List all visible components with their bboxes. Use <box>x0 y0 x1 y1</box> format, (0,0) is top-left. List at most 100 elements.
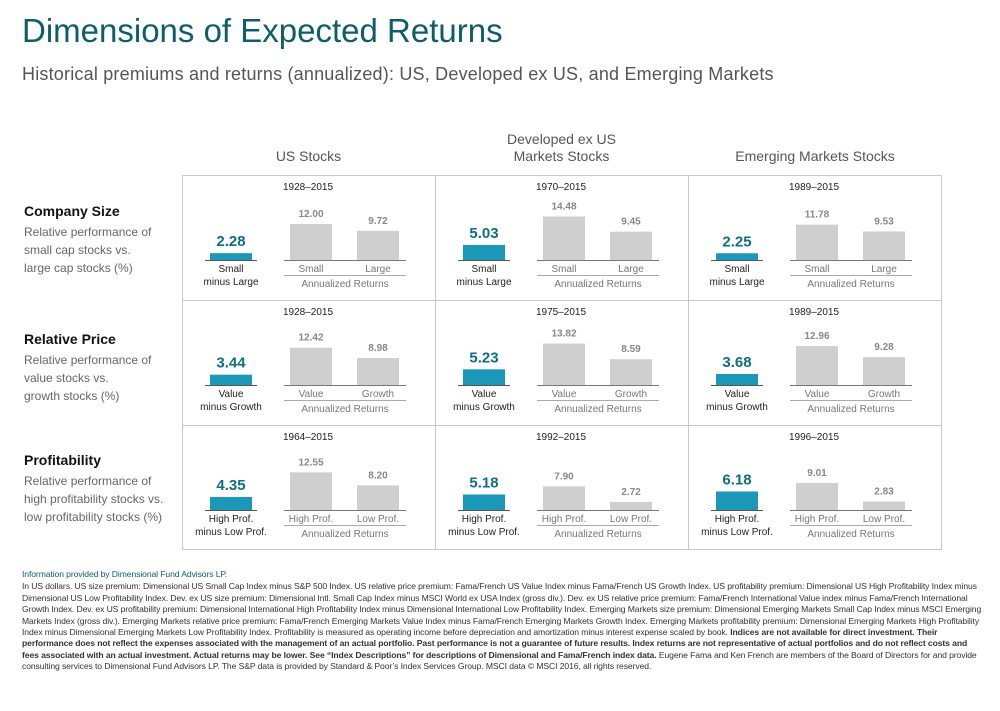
return-bar-r0c2-0 <box>796 224 838 260</box>
row-title-profitability: Profitability <box>24 452 102 468</box>
premium-label1-r2c2: High Prof. <box>715 514 759 525</box>
return-bar-r0c2-1 <box>863 231 905 260</box>
return-label-r2c1-1: Low Prof. <box>610 514 652 525</box>
row-header-size: Company Size Relative performance of sma… <box>24 203 184 277</box>
page-subtitle: Historical premiums and returns (annuali… <box>22 64 774 84</box>
row-title-size: Company Size <box>24 203 120 219</box>
annualized-label-r0c1: Annualized Returns <box>554 279 641 290</box>
return-value-r0c0-0: 12.00 <box>298 209 323 220</box>
column-header-emerging-label: Emerging Markets Stocks <box>735 148 895 164</box>
return-label-r1c0-0: Value <box>299 389 324 400</box>
row-desc-price-1: Relative performance of <box>24 353 152 367</box>
column-header-developed-line1: Developed ex US <box>507 131 616 147</box>
premium-value-r1c1: 5.23 <box>469 349 498 366</box>
premium-label2-r2c1: minus Low Prof. <box>448 527 520 538</box>
footnote-credits: Eugene Fama and Ken French are members o… <box>22 649 977 672</box>
return-value-r1c0-0: 12.42 <box>298 333 323 344</box>
premium-label2-r1c2: minus Growth <box>706 402 768 413</box>
footnote-source: Information provided by Dimensional Fund… <box>22 569 228 579</box>
return-label-r1c2-1: Growth <box>868 389 900 400</box>
premium-value-r2c0: 4.35 <box>216 477 245 494</box>
return-bar-r2c1-1 <box>610 501 652 510</box>
return-label-r2c2-0: High Prof. <box>795 514 839 525</box>
return-bar-r2c0-0 <box>290 472 332 510</box>
footnote-disclaimer: Indices are not available for direct inv… <box>22 627 968 660</box>
return-value-r0c0-1: 9.72 <box>368 216 388 227</box>
return-label-r0c0-0: Small <box>298 264 323 275</box>
return-value-r2c2-0: 9.01 <box>807 468 827 479</box>
period-label-r1c2: 1989–2015 <box>789 307 839 318</box>
annualized-label-r2c0: Annualized Returns <box>301 529 388 540</box>
premium-label1-r0c0: Small <box>218 264 243 275</box>
premium-label1-r0c2: Small <box>724 264 749 275</box>
period-label-r2c1: 1992–2015 <box>536 432 586 443</box>
premium-label2-r2c0: minus Low Prof. <box>195 527 267 538</box>
period-label-r0c2: 1989–2015 <box>789 182 839 193</box>
return-value-r1c2-1: 9.28 <box>874 342 894 353</box>
return-label-r0c1-0: Small <box>551 264 576 275</box>
premium-label1-r2c0: High Prof. <box>209 514 253 525</box>
column-header-us: US Stocks <box>182 148 435 165</box>
return-label-r0c2-1: Large <box>871 264 897 275</box>
row-desc-size-3: large cap stocks (%) <box>24 261 133 275</box>
row-title-price: Relative Price <box>24 331 116 347</box>
return-value-r1c1-0: 13.82 <box>551 329 576 340</box>
return-bar-r0c0-1 <box>357 230 399 260</box>
return-label-r2c0-0: High Prof. <box>289 514 333 525</box>
return-label-r0c0-1: Large <box>365 264 391 275</box>
row-desc-profitability-3: low profitability stocks (%) <box>24 510 163 524</box>
return-value-r2c1-0: 7.90 <box>554 471 574 482</box>
premium-label1-r2c1: High Prof. <box>462 514 506 525</box>
premium-bar-r2c2 <box>716 491 758 510</box>
annualized-label-r1c2: Annualized Returns <box>807 404 894 415</box>
return-bar-r1c0-0 <box>290 347 332 385</box>
row-desc-size-1: Relative performance of <box>24 225 152 239</box>
annualized-label-r2c1: Annualized Returns <box>554 529 641 540</box>
premium-bar-r2c1 <box>463 494 505 510</box>
return-label-r0c2-0: Small <box>804 264 829 275</box>
return-label-r1c1-0: Value <box>552 389 577 400</box>
row-header-price: Relative Price Relative performance of v… <box>24 331 184 405</box>
grid-divider-v1 <box>435 176 436 549</box>
column-header-developed-line2: Markets Stocks <box>513 148 610 164</box>
return-label-r1c1-1: Growth <box>615 389 647 400</box>
premium-label1-r1c2: Value <box>725 389 750 400</box>
row-desc-price-3: growth stocks (%) <box>24 389 120 403</box>
premium-bar-r0c0 <box>210 253 252 260</box>
annualized-label-r0c2: Annualized Returns <box>807 279 894 290</box>
return-value-r2c0-1: 8.20 <box>368 470 388 481</box>
premium-bar-r1c2 <box>716 373 758 385</box>
return-value-r0c2-1: 9.53 <box>874 216 894 227</box>
premium-bar-r1c1 <box>463 369 505 385</box>
premium-label2-r0c2: minus Large <box>709 277 764 288</box>
return-value-r0c1-0: 14.48 <box>551 202 576 213</box>
return-value-r0c1-1: 9.45 <box>621 217 641 228</box>
premium-bar-r1c0 <box>210 374 252 385</box>
footnote-text: In US dollars. US size premium: Dimensio… <box>22 581 982 638</box>
return-value-r2c1-1: 2.72 <box>621 487 641 498</box>
grid-divider-h1 <box>183 300 941 301</box>
premium-value-r0c2: 2.25 <box>722 233 751 250</box>
premium-label1-r1c1: Value <box>472 389 497 400</box>
return-bar-r1c1-1 <box>610 359 652 385</box>
return-label-r1c2-0: Value <box>805 389 830 400</box>
period-label-r2c0: 1964–2015 <box>283 432 333 443</box>
chart-grid <box>182 175 942 550</box>
premium-value-r1c2: 3.68 <box>722 354 751 371</box>
column-header-developed: Developed ex US Markets Stocks <box>435 131 688 165</box>
return-label-r2c1-0: High Prof. <box>542 514 586 525</box>
column-header-emerging: Emerging Markets Stocks <box>688 148 942 165</box>
premium-bar-r0c2 <box>716 253 758 260</box>
premium-label2-r0c1: minus Large <box>456 277 511 288</box>
premium-value-r1c0: 3.44 <box>216 355 246 372</box>
return-label-r2c0-1: Low Prof. <box>357 514 399 525</box>
return-bar-r1c1-0 <box>543 343 585 385</box>
page-title: Dimensions of Expected Returns <box>22 12 503 49</box>
return-value-r1c0-1: 8.98 <box>368 343 388 354</box>
return-value-r0c2-0: 11.78 <box>805 210 830 221</box>
period-label-r2c2: 1996–2015 <box>789 432 839 443</box>
column-header-us-label: US Stocks <box>275 148 342 164</box>
return-bar-r2c2-1 <box>863 501 905 510</box>
return-bar-r1c0-1 <box>357 358 399 385</box>
premium-label1-r0c1: Small <box>471 264 496 275</box>
